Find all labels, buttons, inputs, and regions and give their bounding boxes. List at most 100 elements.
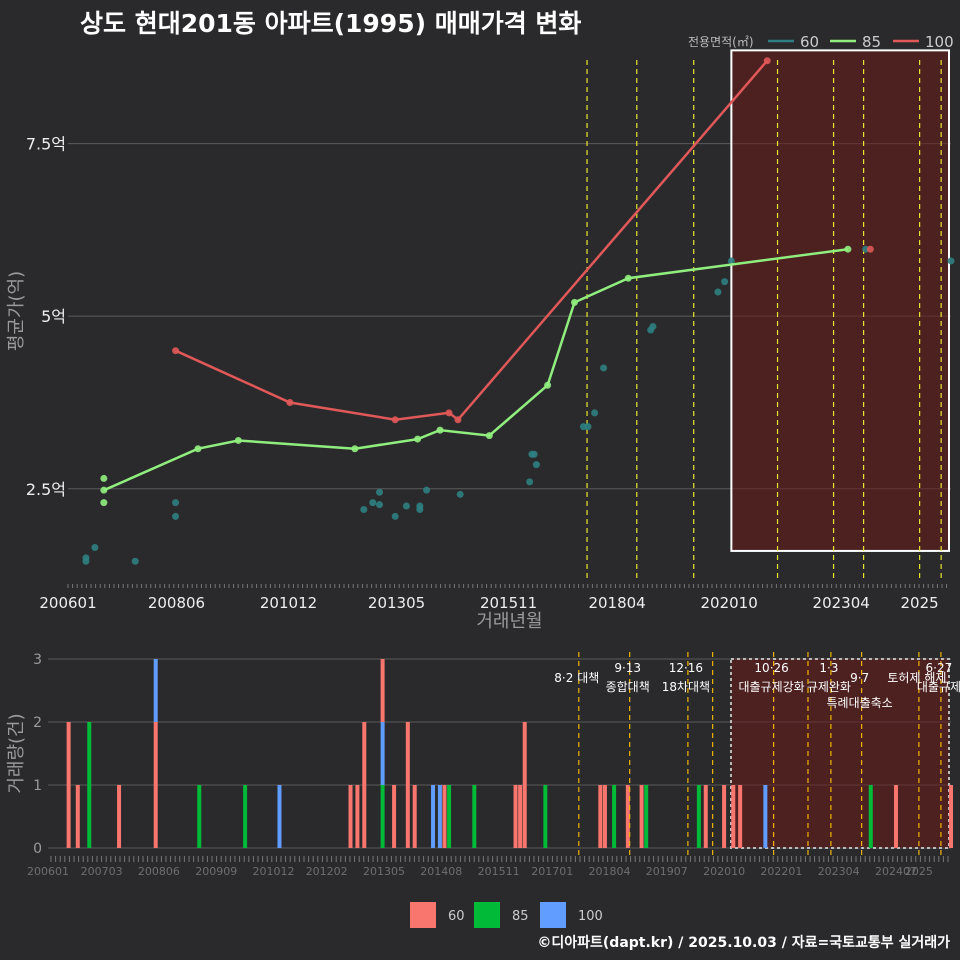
data-point-60 <box>172 512 180 520</box>
volume-bar-60 <box>412 785 417 848</box>
data-point-60 <box>423 486 431 494</box>
y-axis-title: 거래량(건) <box>6 713 27 793</box>
data-point-85 <box>624 274 632 282</box>
policy-annotation-label: 9·7 <box>850 671 869 685</box>
legend-title: 전용면적(㎡) <box>688 35 754 49</box>
data-point-60 <box>402 502 410 510</box>
volume-bar-85 <box>380 785 385 848</box>
volume-bar-85 <box>543 785 548 848</box>
policy-annotation-label: 8·2 대책 <box>554 670 599 685</box>
x-tick-label: 200703 <box>81 865 123 878</box>
volume-bar-60 <box>602 785 607 848</box>
data-point-85 <box>351 445 359 453</box>
data-point-60 <box>584 423 592 431</box>
policy-annotation-label: 특례대출축소 <box>826 696 892 710</box>
legend-swatch-100 <box>540 902 566 928</box>
data-point-85 <box>194 445 202 453</box>
y-tick-label: 5억 <box>41 307 66 326</box>
volume-bar-60 <box>738 785 743 848</box>
policy-annotation-date: 10·26 <box>754 661 788 675</box>
y-tick-label: 2 <box>33 715 42 731</box>
data-point-60 <box>721 278 729 286</box>
data-point-60 <box>532 461 540 469</box>
legend-label-85: 85 <box>512 909 529 924</box>
y-tick-label: 1 <box>33 778 42 794</box>
data-point-85 <box>544 381 552 389</box>
volume-bar-60 <box>518 785 523 848</box>
x-tick-label: 201305 <box>368 594 425 612</box>
volume-bar-85 <box>696 785 701 848</box>
data-point-60 <box>947 257 955 265</box>
x-axis-title: 거래년월 <box>476 611 542 632</box>
data-point-100 <box>286 398 294 406</box>
data-point-100 <box>172 347 180 355</box>
data-point-100 <box>391 416 399 424</box>
volume-bar-100 <box>153 659 158 722</box>
data-point-85 <box>100 499 108 507</box>
legend-label-60: 60 <box>800 33 819 51</box>
policy-annotation-date: 12·16 <box>669 661 703 675</box>
data-point-60 <box>131 557 139 565</box>
data-point-60 <box>530 450 538 458</box>
y-axis-title: 평균가(억) <box>6 271 27 351</box>
legend-swatch-85 <box>474 902 500 928</box>
x-tick-label: 202010 <box>703 865 745 878</box>
x-tick-label: 200909 <box>195 865 237 878</box>
policy-annotation-label: 종합대책 <box>606 679 650 694</box>
volume-bar-85 <box>644 785 649 848</box>
volume-bar-85 <box>243 785 248 848</box>
data-point-85 <box>485 432 493 440</box>
volume-bar-100 <box>277 785 282 848</box>
volume-bar-60 <box>153 722 158 848</box>
volume-bar-60 <box>75 785 80 848</box>
volume-bar-60 <box>66 722 71 848</box>
series-line-100 <box>175 59 769 422</box>
volume-bar-60 <box>380 659 385 722</box>
data-point-60 <box>456 490 464 498</box>
y-tick-label: 2.5억 <box>26 480 66 499</box>
legend-label-100: 100 <box>578 909 603 924</box>
data-point-60 <box>172 499 180 507</box>
volume-bar-60 <box>117 785 122 848</box>
x-tick-label: 201804 <box>588 594 645 612</box>
volume-bar-60 <box>598 785 603 848</box>
data-point-60 <box>376 501 384 509</box>
x-tick-label: 202304 <box>813 594 870 612</box>
data-point-100 <box>763 57 771 65</box>
volume-bar-60 <box>731 785 736 848</box>
volume-bar-85 <box>472 785 477 848</box>
volume-bar-60 <box>893 785 898 848</box>
data-point-60 <box>591 409 599 417</box>
x-tick-label: 202304 <box>818 865 860 878</box>
data-point-100 <box>445 409 453 417</box>
volume-bar-85 <box>868 785 873 848</box>
policy-annotation-label: 18차대책 <box>662 679 710 694</box>
volume-bar-100 <box>431 785 436 848</box>
y-tick-label: 0 <box>33 841 42 857</box>
policy-annotation-date: 6·27 <box>926 661 953 675</box>
x-tick-label: 201511 <box>480 594 537 612</box>
volume-bar-100 <box>437 785 442 848</box>
policy-annotation-label: 토허제 해제 <box>887 671 946 685</box>
data-point-100 <box>866 245 874 253</box>
volume-bar-85 <box>447 785 452 848</box>
x-tick-label: 200601 <box>39 594 96 612</box>
legend-label-60: 60 <box>448 909 465 924</box>
data-point-60 <box>416 502 424 510</box>
x-tick-label: 201511 <box>478 865 520 878</box>
x-tick-label: 200806 <box>148 594 205 612</box>
data-point-60 <box>649 323 657 331</box>
policy-annotation-label: 규제완화 <box>807 680 851 694</box>
volume-bar-60 <box>442 785 447 848</box>
x-tick-label: 201305 <box>363 865 405 878</box>
data-point-85 <box>234 436 242 444</box>
legend-label-85: 85 <box>862 33 881 51</box>
credit-text: ©디아파트(dapt.kr) / 2025.10.03 / 자료=국토교통부 실… <box>537 935 950 951</box>
x-tick-label: 202201 <box>760 865 802 878</box>
volume-bar-60 <box>355 785 360 848</box>
data-point-85 <box>100 474 108 482</box>
x-tick-label: 201012 <box>253 865 295 878</box>
data-point-60 <box>727 257 735 265</box>
data-point-60 <box>360 506 368 514</box>
